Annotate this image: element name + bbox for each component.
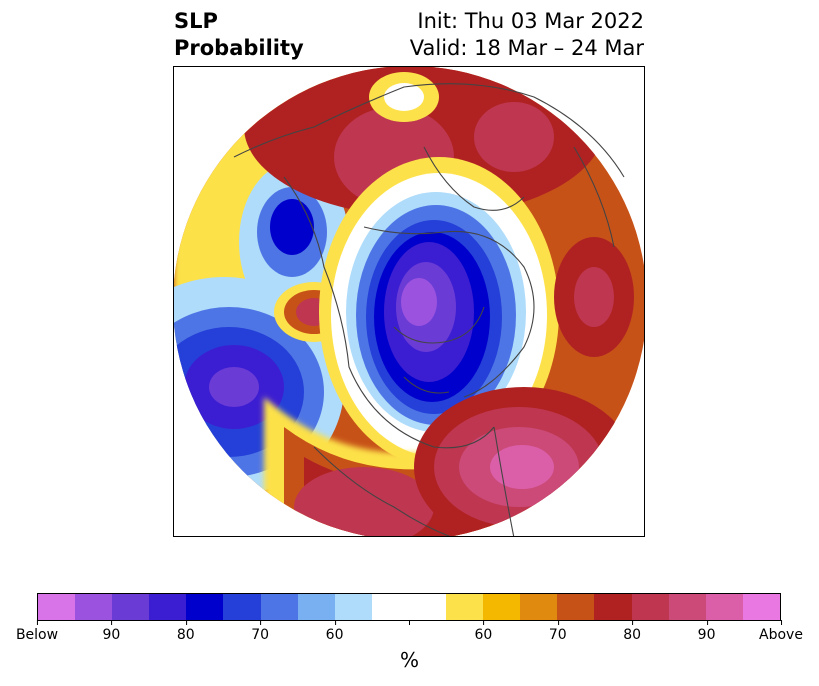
colorbar-segment [446,594,484,620]
colorbar-segment [520,594,558,620]
colorbar-segment [631,594,669,620]
colorbar [37,593,781,621]
colorbar-segment [186,594,224,620]
colorbar-segment [112,594,150,620]
probability-map [174,67,644,536]
colorbar-segment [705,594,743,620]
colorbar-segment [75,594,113,620]
title-product: Probability [174,36,304,60]
map-title-left: SLP Probability [174,8,304,62]
map-panel [173,66,645,537]
colorbar-segment [371,594,409,620]
colorbar-segment [260,594,298,620]
colorbar-tick-label: 70 [549,620,567,643]
colorbar-segment [594,594,632,620]
colorbar-tick-label: 90 [102,620,120,643]
map-title-right: Init: Thu 03 Mar 2022 Valid: 18 Mar – 24… [410,8,644,62]
title-variable: SLP [174,9,218,33]
colorbar-tick-label: 70 [251,620,269,643]
colorbar-tick-label: 80 [177,620,195,643]
colorbar-segment [557,594,595,620]
colorbar-segment [223,594,261,620]
init-date: Init: Thu 03 Mar 2022 [417,9,644,33]
colorbar-label: % [399,648,419,672]
colorbar-tick-label: 60 [326,620,344,643]
colorbar-segment [742,594,780,620]
colorbar-segment [408,594,447,620]
colorbar-segment [668,594,706,620]
colorbar-segment [149,594,187,620]
valid-range: Valid: 18 Mar – 24 Mar [409,36,644,60]
colorbar-segment [334,594,372,620]
colorbar-tick-label: Above [759,620,803,643]
colorbar-segment [297,594,335,620]
colorbar-tick-label: 90 [698,620,716,643]
probability-field [174,67,644,536]
colorbar-ticks: Below 90 80 70 60 60 70 80 90 Above [16,620,803,643]
colorbar-tick-label: Below [16,620,58,643]
colorbar-tick-label: 60 [474,620,492,643]
colorbar-segment [483,594,521,620]
colorbar-segment [38,594,76,620]
coastlines [233,83,625,536]
colorbar-tick-label: 80 [623,620,641,643]
